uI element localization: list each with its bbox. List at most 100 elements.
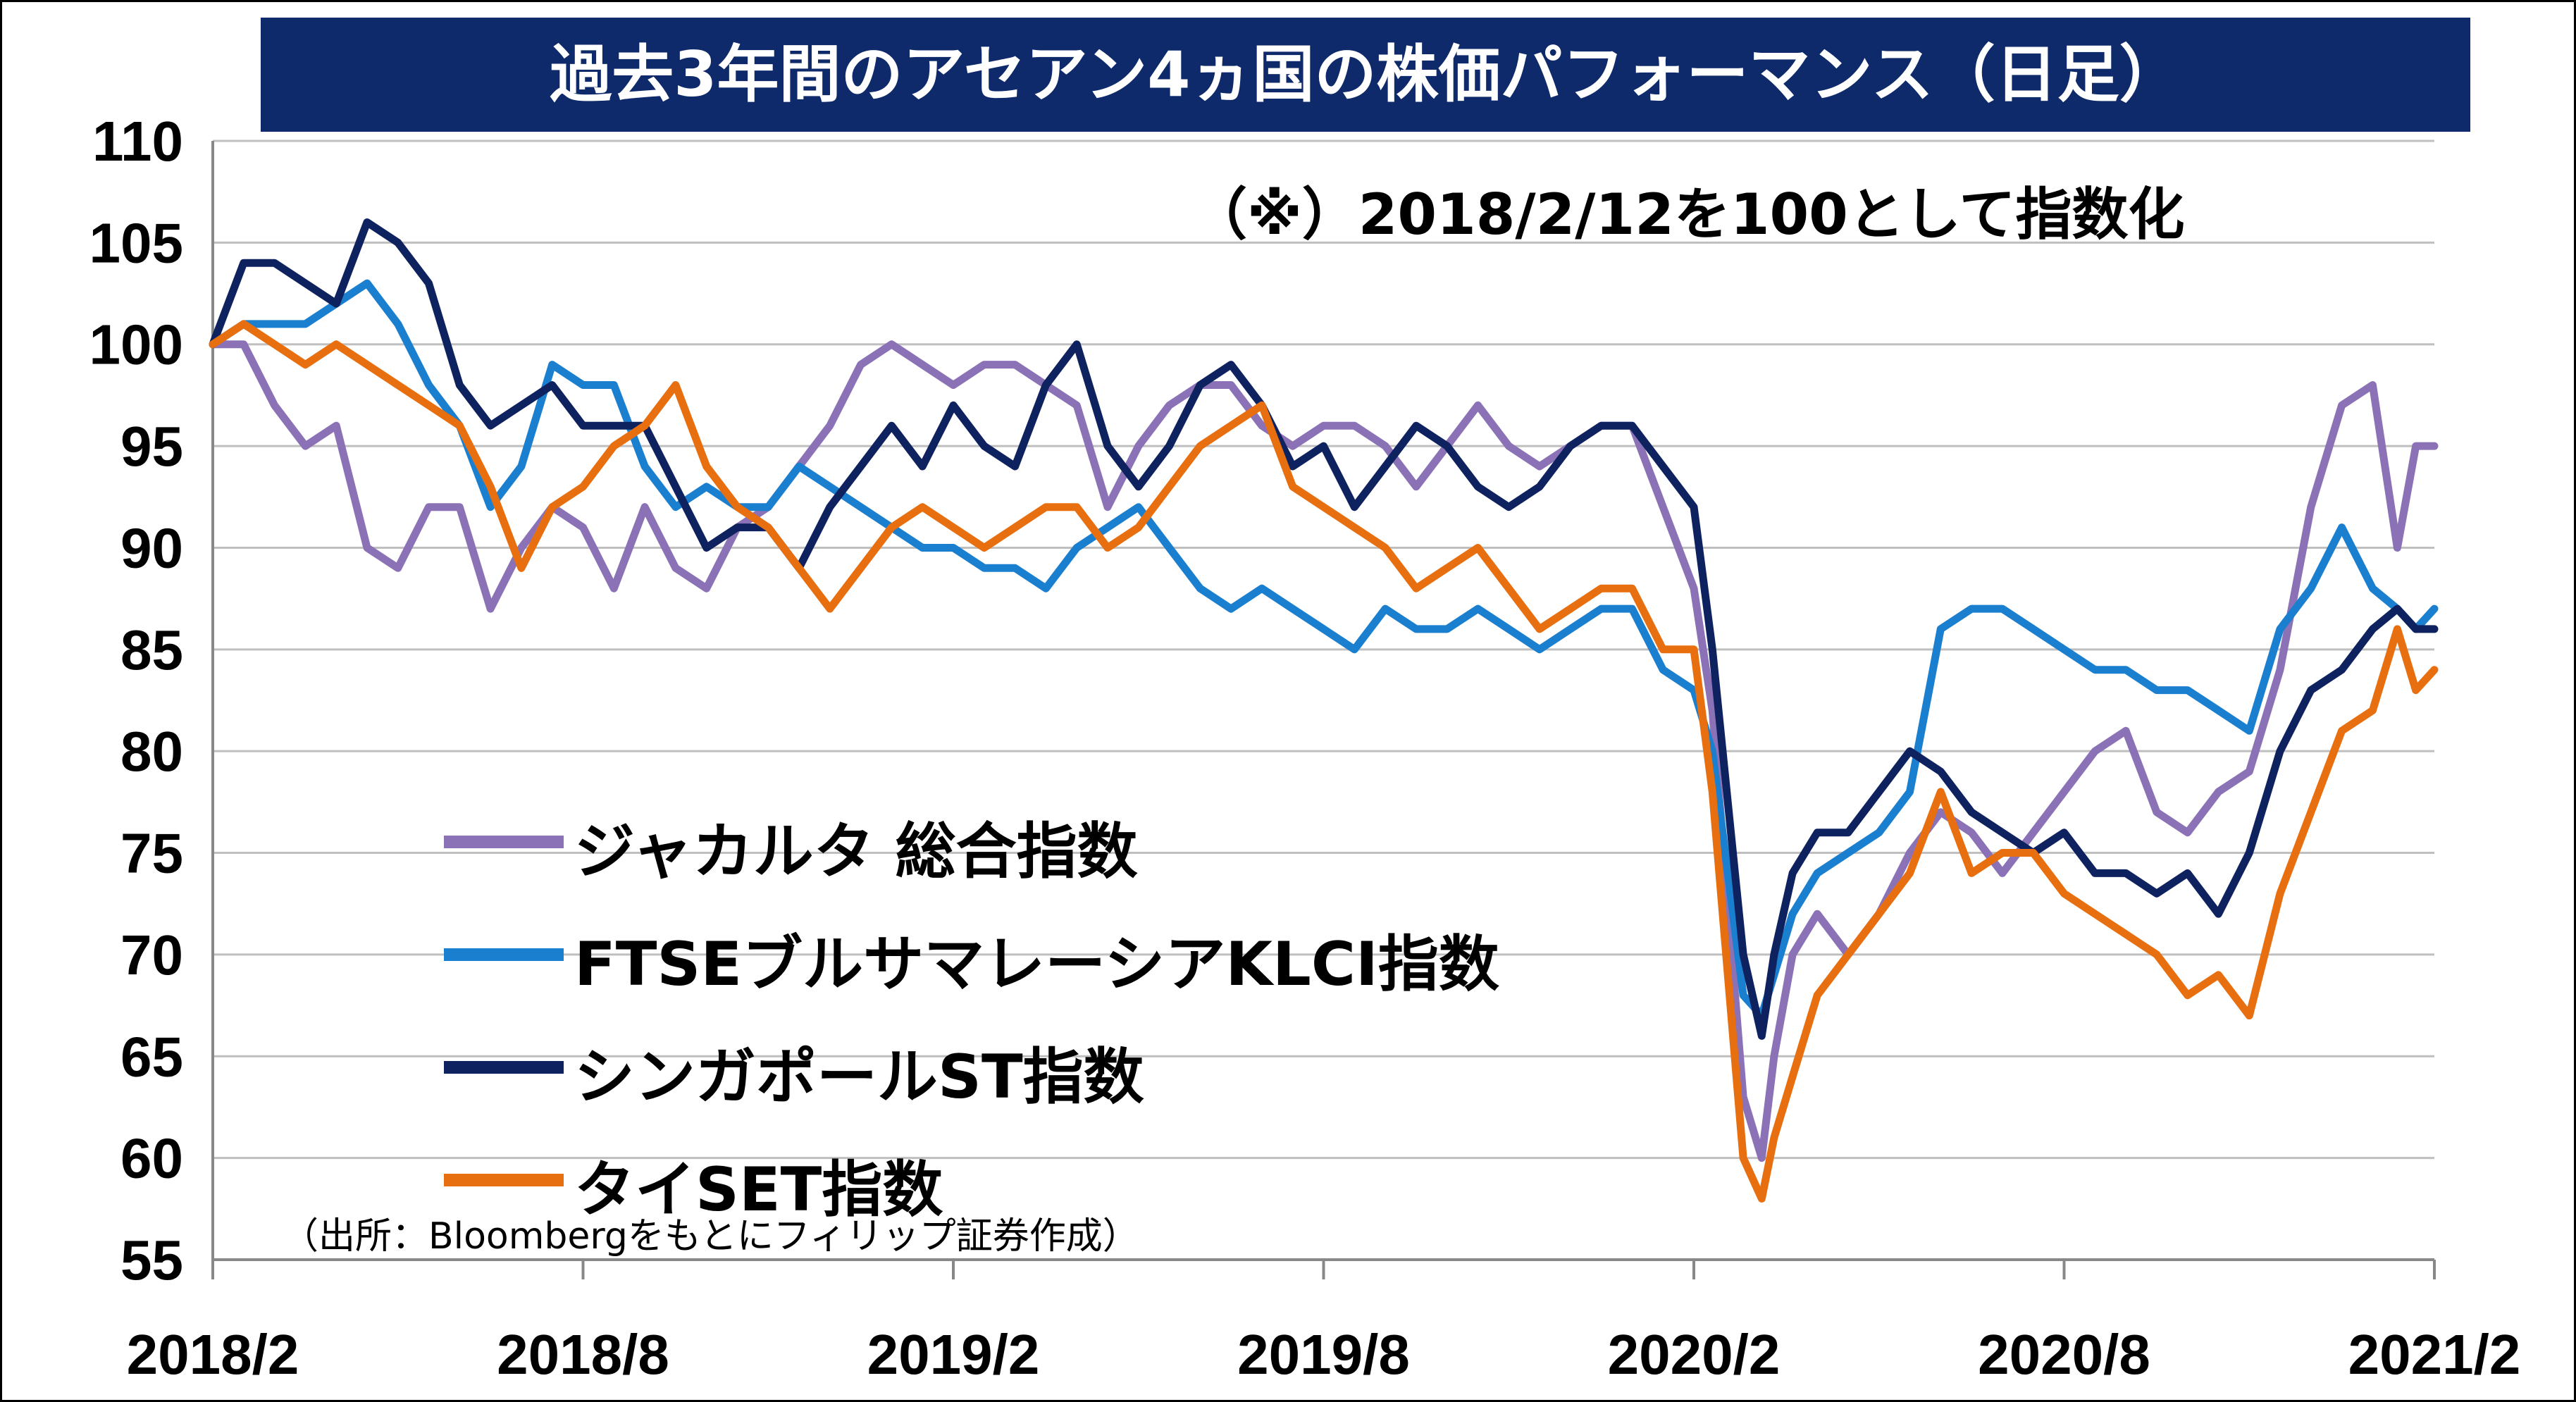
y-tick-label: 70 (120, 924, 183, 986)
index-note: （※）2018/2/12を100として指数化 (1191, 182, 2185, 247)
data-point (2395, 545, 2400, 550)
data-point (1444, 566, 1449, 571)
data-point (1710, 749, 1715, 754)
data-point (241, 342, 246, 347)
data-point (704, 586, 709, 591)
data-point (2216, 972, 2221, 977)
data-point (2308, 586, 2313, 591)
data-point (1969, 809, 1974, 814)
data-point (2339, 525, 2344, 530)
y-tick-label: 105 (89, 211, 183, 274)
data-point (1290, 444, 1295, 449)
data-point (1630, 586, 1635, 591)
data-point (1136, 484, 1141, 489)
data-point (1938, 789, 1943, 794)
data-point (858, 464, 863, 469)
data-point (581, 525, 586, 530)
data-point (1907, 789, 1912, 794)
x-tick-label: 2018/8 (497, 1323, 669, 1386)
data-point (1741, 952, 1746, 957)
data-point (1136, 504, 1141, 509)
data-point (1167, 403, 1172, 408)
data-point (1969, 607, 1974, 612)
data-point (1568, 626, 1573, 631)
legend-label-singapore: シンガポールST指数 (574, 1042, 1144, 1112)
data-point (364, 281, 369, 286)
data-point (2093, 749, 2098, 754)
data-point (1259, 586, 1264, 591)
data-point (1506, 444, 1511, 449)
data-point (519, 403, 524, 408)
legend-label-klci: FTSEブルサマレーシアKLCI指数 (574, 929, 1499, 1000)
data-point (1938, 809, 1943, 814)
data-point (550, 383, 555, 387)
data-point (519, 464, 524, 469)
data-point (1630, 423, 1635, 428)
data-point (1475, 545, 1480, 550)
data-point (1692, 586, 1696, 591)
data-point (2124, 667, 2129, 672)
data-point (1741, 1155, 1746, 1160)
data-point (1599, 586, 1604, 591)
data-point (2413, 626, 2418, 631)
data-point (1790, 871, 1795, 876)
legend-swatch-singapore (444, 1061, 564, 1074)
data-point (1969, 871, 1974, 876)
y-tick-label: 65 (120, 1025, 183, 1088)
source-note: （出所：Bloombergをもとにフィリップ証券作成） (282, 1215, 1139, 1258)
data-point (2247, 728, 2252, 733)
data-point (2395, 607, 2400, 612)
data-point (951, 545, 955, 550)
data-point (1383, 444, 1388, 449)
data-point (1568, 607, 1573, 612)
data-point (1475, 484, 1480, 489)
data-point (1167, 444, 1172, 449)
data-point (2278, 667, 2283, 672)
data-point (457, 504, 462, 509)
data-point (1013, 464, 1017, 469)
data-point (1537, 647, 1542, 652)
data-point (827, 423, 832, 428)
data-point (673, 504, 678, 509)
data-point (303, 362, 308, 367)
data-point (2185, 993, 2190, 998)
data-point (2062, 830, 2067, 835)
series-line-0 (209, 340, 2439, 1162)
data-point (1845, 952, 1850, 957)
data-point (2000, 850, 2005, 855)
data-point (1413, 586, 1418, 591)
data-point (1321, 423, 1326, 428)
data-point (581, 383, 586, 387)
data-point (1938, 769, 1943, 774)
data-point (1710, 708, 1715, 713)
data-point (1413, 626, 1418, 631)
data-point (1599, 607, 1604, 612)
data-point (2124, 932, 2129, 937)
data-point (241, 261, 246, 266)
data-point (1075, 545, 1079, 550)
data-point (1815, 830, 1820, 835)
data-point (920, 504, 925, 509)
data-point (2000, 871, 2005, 876)
series-line-3 (209, 320, 2439, 1203)
data-point (550, 504, 555, 509)
data-point (1790, 912, 1795, 917)
data-point (643, 464, 648, 469)
data-point (1771, 952, 1776, 957)
data-point (1352, 423, 1357, 428)
data-point (519, 566, 524, 571)
data-point (2370, 383, 2375, 387)
data-point (735, 504, 740, 509)
data-point (550, 362, 555, 367)
data-point (2031, 626, 2036, 631)
data-point (1105, 525, 1110, 530)
data-point (858, 504, 863, 509)
data-point (1907, 749, 1912, 754)
data-point (1938, 626, 1943, 631)
data-point (2370, 626, 2375, 631)
data-point (2154, 688, 2159, 693)
data-point (2278, 626, 2283, 631)
data-point (1383, 607, 1388, 612)
data-point (241, 321, 246, 326)
